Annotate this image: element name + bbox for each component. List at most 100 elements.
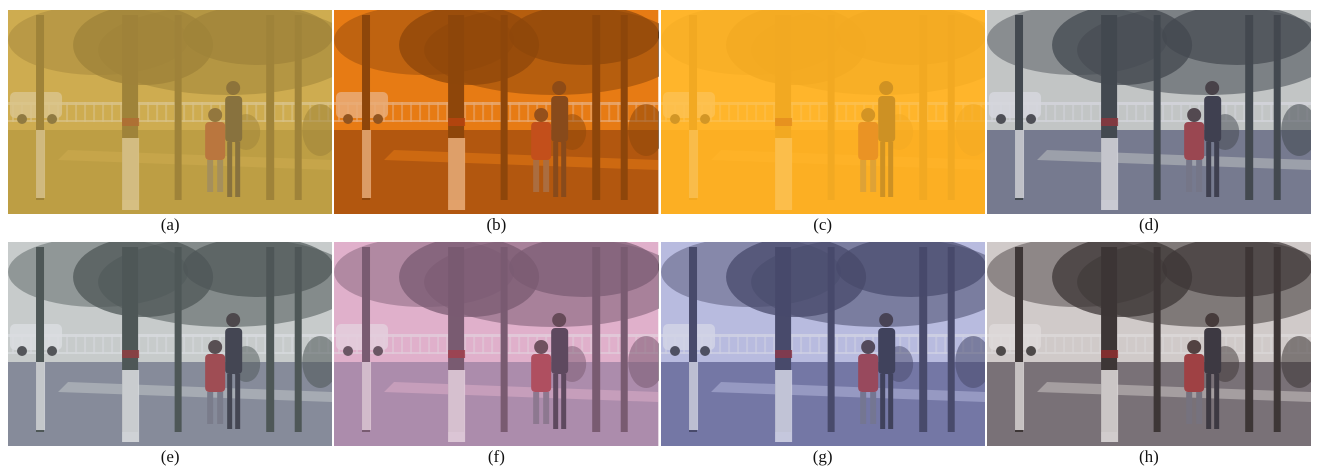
panel-e: (e) [8, 242, 333, 468]
car-wheel [1025, 346, 1036, 356]
color-cast-overlay [334, 242, 659, 446]
adult-body [1203, 328, 1221, 374]
color-cast-overlay [8, 10, 333, 214]
tree-trunk [266, 247, 275, 432]
fence-post [291, 334, 294, 354]
adult-leg [235, 374, 241, 429]
shrub [1280, 104, 1311, 156]
tree-foliage [73, 242, 214, 317]
fence-post [1179, 102, 1182, 122]
fence-post [401, 334, 404, 354]
fence-post [66, 334, 69, 354]
caption-a: (a) [160, 215, 180, 234]
child-leg [543, 392, 550, 424]
fence-post [1242, 334, 1245, 354]
fence-post [1233, 102, 1236, 122]
panel-b: (b) [334, 10, 659, 236]
fence-post [1251, 102, 1254, 122]
child-head [208, 340, 223, 354]
fence-post [437, 334, 440, 354]
caption-e: (e) [160, 447, 180, 466]
tree-trunk-band [1100, 118, 1118, 126]
fence-rail [986, 120, 1311, 122]
child-coat [1183, 354, 1204, 392]
child-head [1186, 340, 1201, 354]
fence-post [156, 334, 159, 354]
fence-post [1260, 102, 1263, 122]
car-wheel [17, 346, 28, 356]
tree-trunk-paint [1014, 362, 1024, 430]
tree-trunk [174, 247, 182, 432]
fence-post [527, 334, 530, 354]
fence-rail [8, 334, 333, 337]
tree-trunk [294, 247, 302, 432]
adult-leg [1205, 374, 1211, 429]
fence-post [1233, 334, 1236, 354]
ground [986, 130, 1311, 214]
ground [660, 362, 985, 446]
tree-foliage [1161, 10, 1311, 65]
child-coat [531, 354, 552, 392]
tree-trunk-paint [122, 370, 140, 442]
fence-post [1161, 102, 1164, 122]
shrub [954, 336, 985, 388]
panel-g: (g) [660, 242, 985, 468]
child-leg [1195, 160, 1202, 192]
tree-trunk [36, 247, 45, 432]
child-leg [217, 392, 224, 424]
fence-post [419, 334, 422, 354]
tree-trunk-paint [362, 362, 372, 430]
photo-g [660, 242, 985, 446]
fence-post [1053, 334, 1056, 354]
fence-post [392, 334, 395, 354]
fence-post [1098, 102, 1101, 122]
fence-post [1143, 334, 1146, 354]
fence-post [473, 334, 476, 354]
fence-post [1071, 334, 1074, 354]
fence-post [1251, 334, 1254, 354]
tree-trunk-paint [688, 362, 698, 430]
photo-a [8, 10, 333, 214]
photo-b [334, 10, 659, 214]
tree-trunk-band [122, 350, 140, 358]
tree-trunk [1153, 15, 1161, 200]
child-leg [533, 392, 540, 424]
fence-rail [986, 334, 1311, 337]
panel-c: (c) [660, 10, 985, 236]
fence-post [790, 334, 793, 354]
panel-d: (d) [986, 10, 1311, 236]
fence-post [446, 334, 449, 354]
fence-post [898, 334, 901, 354]
photo-f [334, 242, 659, 446]
panel-a: (a) [8, 10, 333, 236]
color-cast-overlay [8, 242, 333, 446]
tree-trunk-band [1100, 350, 1118, 358]
fence-post [1179, 334, 1182, 354]
fence-post [1161, 334, 1164, 354]
adult-head [878, 313, 893, 327]
fence-post [1269, 102, 1272, 122]
adult-body [225, 328, 243, 374]
fence-post [1062, 334, 1065, 354]
adult-leg [227, 374, 233, 429]
fence-post [1116, 334, 1119, 354]
fence-post [590, 334, 593, 354]
fence-post [428, 334, 431, 354]
adult-leg [1205, 142, 1211, 197]
fence-post [192, 334, 195, 354]
fence-post [808, 334, 811, 354]
adult-head [226, 313, 241, 327]
fence-post [255, 334, 258, 354]
caption-h: (h) [1138, 447, 1159, 466]
tree-trunk-paint [1100, 370, 1118, 442]
tree-trunk [362, 247, 371, 432]
car-wheel [669, 346, 680, 356]
fence-post [1242, 102, 1245, 122]
photo-h [986, 242, 1311, 446]
tree-trunk [592, 247, 601, 432]
fence-post [75, 334, 78, 354]
child-leg [859, 392, 866, 424]
fence-rail [8, 352, 333, 354]
tree-trunk-band [448, 350, 466, 358]
tree-trunk [1244, 15, 1253, 200]
